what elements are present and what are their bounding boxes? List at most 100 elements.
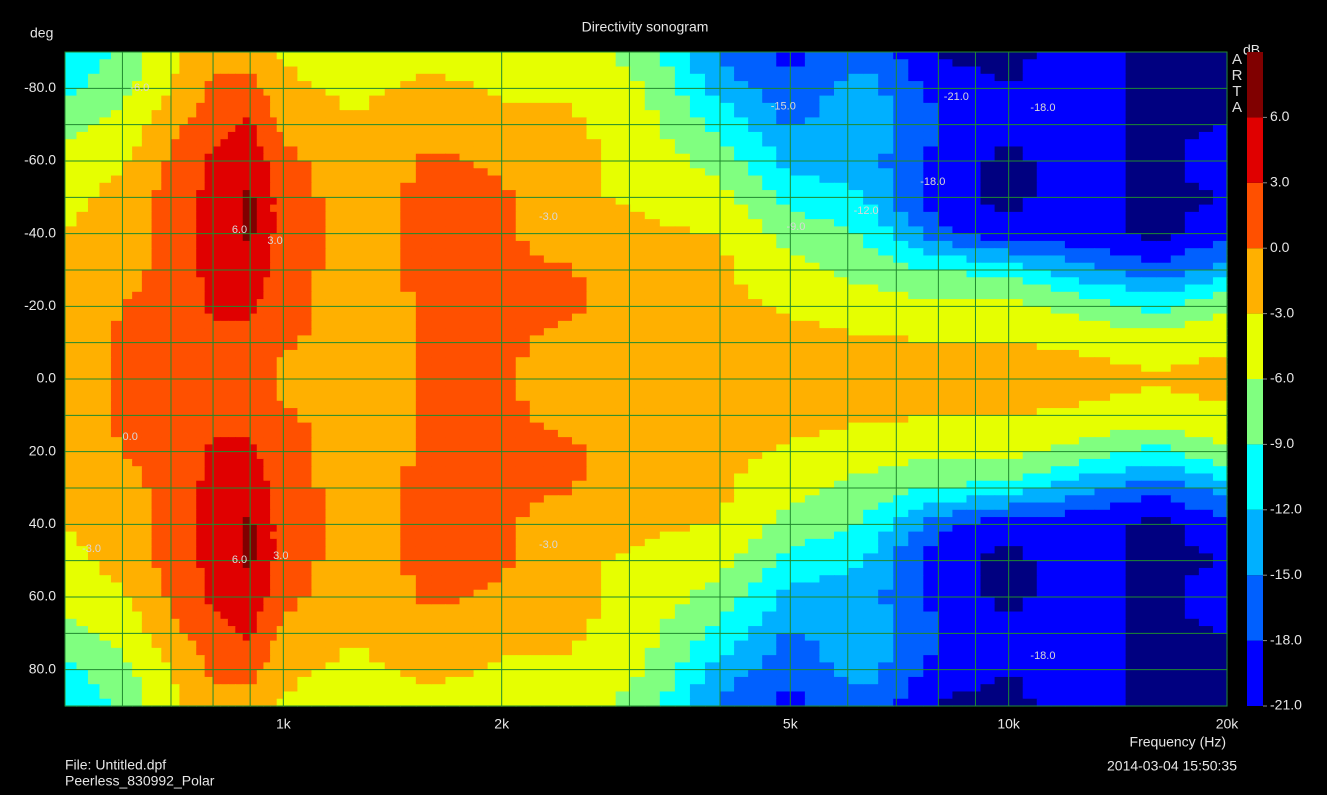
heat-cell [819, 59, 835, 68]
heat-cell [151, 204, 162, 213]
heat-cell [1036, 328, 1052, 336]
heat-cell [227, 226, 236, 235]
heat-cell [966, 59, 982, 68]
heat-cell [571, 429, 588, 438]
heat-cell [1170, 153, 1186, 162]
heat-cell [543, 233, 559, 242]
heat-cell [819, 437, 835, 445]
heat-cell [242, 182, 251, 191]
heat-cell [170, 52, 180, 60]
heat-cell [1078, 182, 1096, 191]
heat-cell [122, 386, 133, 395]
heat-cell [487, 415, 503, 424]
heat-cell [242, 110, 251, 118]
heat-cell [819, 88, 835, 97]
heat-cell [630, 357, 646, 366]
heat-cell [557, 88, 573, 97]
heat-cell [325, 190, 341, 198]
heat-cell [704, 248, 721, 257]
heat-cell [515, 306, 531, 315]
heat-cell [674, 73, 691, 82]
heat-cell [878, 52, 894, 60]
heat-cell [644, 444, 661, 453]
heat-cell [1064, 153, 1080, 162]
heat-cell [1198, 240, 1214, 249]
heat-cell [704, 299, 721, 307]
heat-cell [196, 270, 206, 278]
heat-cell [630, 408, 646, 416]
heat-cell [908, 110, 924, 118]
heat-cell [615, 197, 631, 206]
heat-cell [938, 415, 954, 424]
heat-cell [659, 306, 676, 315]
heat-cell [1022, 400, 1038, 409]
heat-cell [790, 415, 806, 424]
heat-cell [235, 110, 244, 118]
heat-cell [311, 102, 327, 111]
heat-cell [141, 153, 153, 162]
heat-cell [1170, 328, 1186, 336]
heat-cell [720, 255, 735, 264]
heat-cell [571, 73, 588, 82]
heat-cell [122, 466, 133, 475]
heat-cell [256, 320, 265, 329]
heat-cell [1008, 415, 1024, 424]
heat-cell [213, 102, 222, 111]
heat-cell [270, 197, 278, 206]
heat-cell [1110, 219, 1127, 227]
heat-cell [487, 328, 503, 336]
heat-cell [980, 139, 996, 148]
heat-cell [353, 190, 370, 198]
heat-cell [1036, 422, 1052, 431]
heat-cell [762, 81, 777, 89]
heat-cell [1094, 168, 1111, 177]
heat-cell [848, 364, 864, 373]
heat-cell [325, 422, 341, 431]
heat-cell [1036, 320, 1052, 329]
heat-cell [431, 386, 447, 395]
heat-cell [966, 88, 982, 97]
heat-cell [369, 175, 386, 184]
heat-cell [369, 364, 386, 373]
heat-cell [1170, 415, 1186, 424]
heat-cell [1036, 110, 1052, 118]
heat-cell [297, 66, 313, 75]
heat-cell [1184, 81, 1200, 89]
heat-cell [994, 342, 1010, 351]
heat-cell [353, 371, 370, 380]
heat-cell [227, 284, 236, 293]
heat-cell [748, 371, 763, 380]
heat-cell [1125, 270, 1142, 278]
heat-cell [704, 335, 721, 344]
heat-cell [353, 349, 370, 358]
heat-cell [339, 88, 355, 97]
heat-cell [353, 233, 370, 242]
heat-cell [473, 342, 489, 351]
heat-cell [459, 102, 475, 111]
heat-cell [1064, 270, 1080, 278]
heat-cell [213, 59, 222, 68]
heat-cell [297, 284, 313, 293]
heat-cell [689, 386, 706, 395]
heat-cell [501, 342, 517, 351]
heat-cell [848, 204, 864, 213]
heat-cell [473, 357, 489, 366]
heat-cell [242, 88, 251, 97]
heat-cell [923, 444, 939, 453]
heat-cell [543, 190, 559, 198]
heat-cell [242, 335, 251, 344]
heat-cell [1156, 240, 1172, 249]
heat-cell [980, 59, 996, 68]
heat-cell [170, 335, 180, 344]
heat-cell [256, 328, 265, 336]
heat-cell [644, 429, 661, 438]
heat-cell [1008, 364, 1024, 373]
heat-cell [515, 204, 531, 213]
heat-cell [878, 153, 894, 162]
heat-cell [966, 262, 982, 271]
heat-cell [1141, 131, 1158, 140]
heat-cell [179, 240, 189, 249]
heat-cell [99, 248, 112, 257]
heat-cell [674, 313, 691, 322]
heat-cell [110, 190, 124, 198]
